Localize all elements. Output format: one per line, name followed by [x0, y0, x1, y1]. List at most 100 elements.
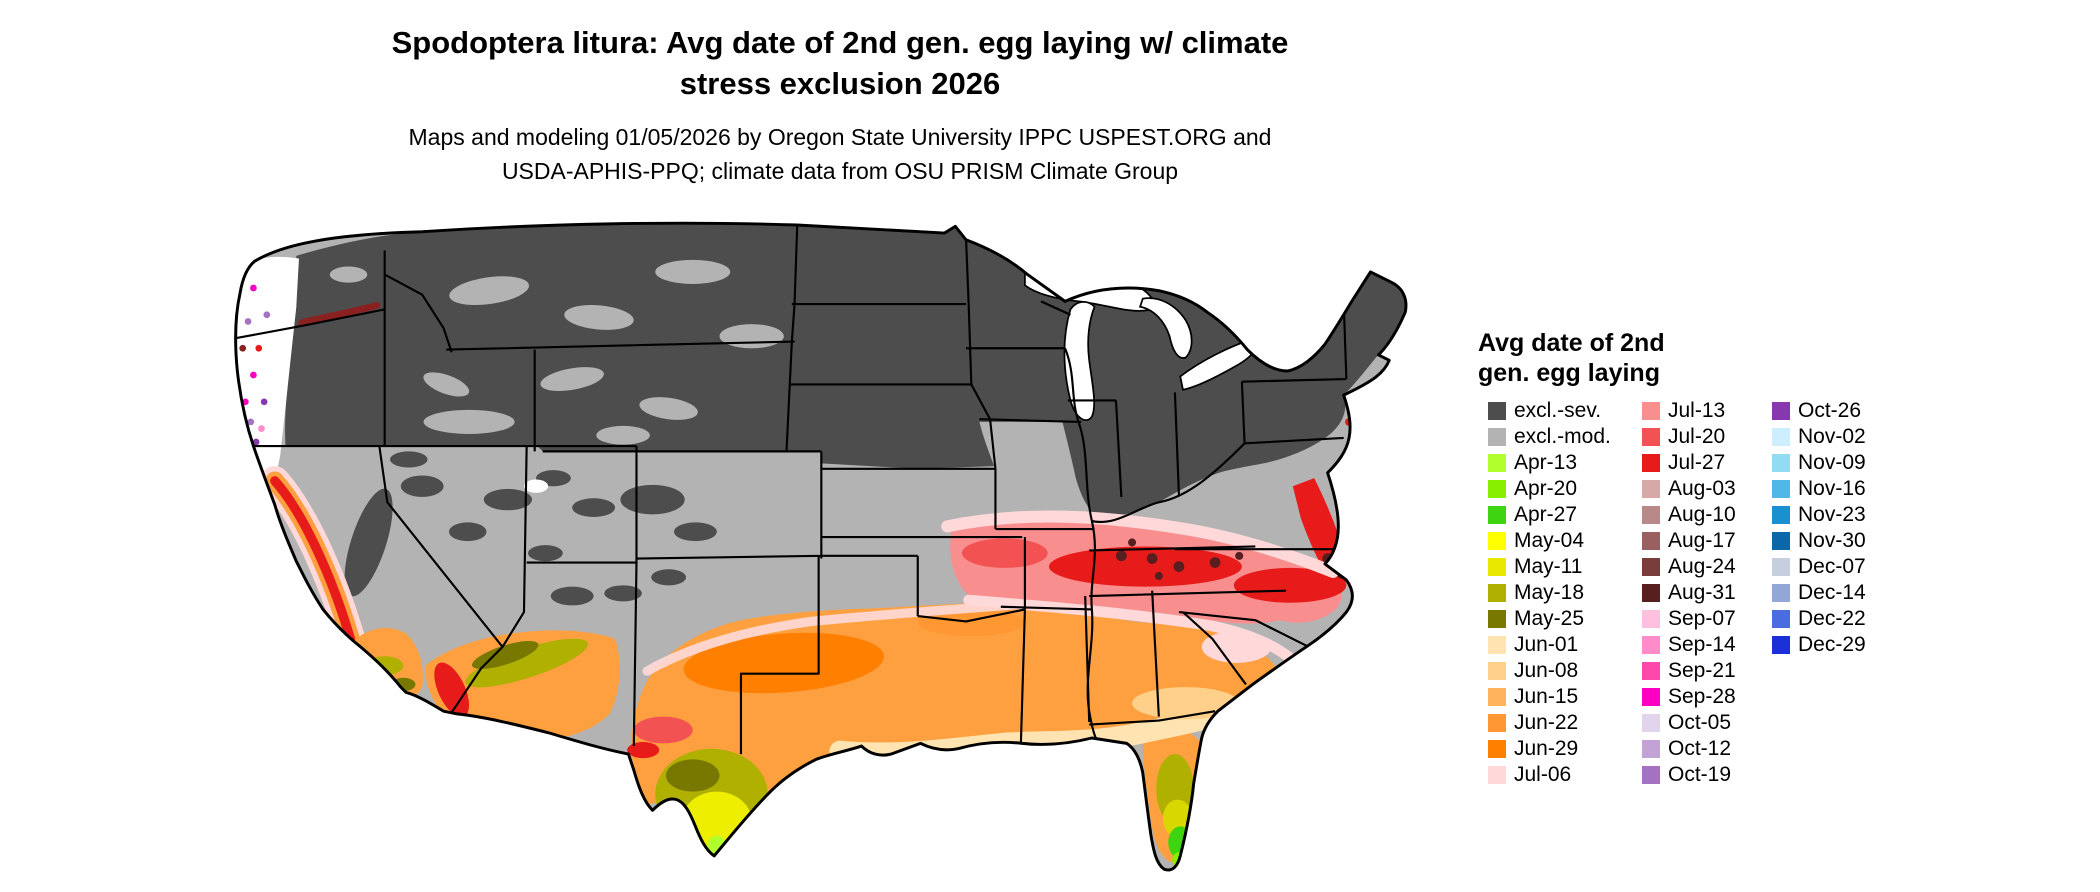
legend-swatch	[1642, 506, 1660, 524]
legend-swatch	[1488, 480, 1506, 498]
legend-label: Jul-27	[1668, 451, 1726, 474]
legend-swatch	[1642, 480, 1660, 498]
legend-entry: Jul-06	[1488, 762, 1642, 788]
legend-entry: Jul-20	[1642, 424, 1772, 450]
legend-swatch	[1488, 428, 1506, 446]
legend-entry: Jun-08	[1488, 658, 1642, 684]
legend-label: Sep-28	[1668, 685, 1736, 708]
legend-entry: May-11	[1488, 554, 1642, 580]
legend-entry: Aug-03	[1642, 476, 1772, 502]
legend-swatch	[1772, 636, 1790, 654]
legend-entry: Nov-16	[1772, 476, 1922, 502]
legend-swatch	[1642, 636, 1660, 654]
legend-label: Aug-10	[1668, 503, 1736, 526]
legend-swatch	[1642, 662, 1660, 680]
legend-entry: Aug-17	[1642, 528, 1772, 554]
legend-label: Aug-03	[1668, 477, 1736, 500]
legend-label: Sep-21	[1668, 659, 1736, 682]
legend-entry: Oct-19	[1642, 762, 1772, 788]
legend-swatch	[1488, 662, 1506, 680]
legend-entry: Dec-22	[1772, 606, 1922, 632]
legend-entry: excl.-sev.	[1488, 398, 1642, 424]
legend-column-2: Jul-13 Jul-20 Jul-27 Aug-03 Aug-10 Aug-17 Aug-…	[1642, 398, 1772, 788]
legend-swatch	[1488, 688, 1506, 706]
legend-label: Oct-26	[1798, 399, 1862, 422]
legend-swatch	[1488, 558, 1506, 576]
legend-swatch	[1642, 610, 1660, 628]
legend-entry: Dec-14	[1772, 580, 1922, 606]
legend-swatch	[1772, 402, 1790, 420]
legend-swatch	[1642, 402, 1660, 420]
legend-label: Jun-01	[1514, 633, 1579, 656]
legend-swatch	[1642, 714, 1660, 732]
legend-swatch	[1488, 766, 1506, 784]
legend-swatch	[1488, 610, 1506, 628]
legend-label: Apr-27	[1514, 503, 1578, 526]
legend-swatch	[1488, 714, 1506, 732]
legend-entry: Nov-02	[1772, 424, 1922, 450]
page-subtitle-line1: Maps and modeling 01/05/2026 by Oregon S…	[408, 124, 1272, 150]
legend-label: Nov-16	[1798, 477, 1866, 500]
page-title: Spodoptera litura: Avg date of 2nd gen. …	[340, 22, 1340, 104]
legend-entry: Oct-05	[1642, 710, 1772, 736]
legend-swatch	[1488, 636, 1506, 654]
legend-swatch	[1772, 428, 1790, 446]
legend-swatch	[1488, 532, 1506, 550]
legend-swatch	[1772, 584, 1790, 602]
map-fill-layer	[235, 223, 1406, 870]
page-title-line2: stress exclusion 2026	[679, 66, 1001, 101]
legend-swatch	[1488, 402, 1506, 420]
legend-title-line1: Avg date of 2nd	[1478, 329, 1665, 357]
legend-entry: Jun-22	[1488, 710, 1642, 736]
legend-swatch	[1642, 766, 1660, 784]
legend-title-line2: gen. egg laying	[1478, 359, 1660, 387]
legend-label: Dec-14	[1798, 581, 1866, 604]
page-subtitle-line2: USDA-APHIS-PPQ; climate data from OSU PR…	[501, 158, 1179, 184]
legend-label: Apr-13	[1514, 451, 1578, 474]
legend-label: Aug-31	[1668, 581, 1736, 604]
legend-label: Jun-29	[1514, 737, 1579, 760]
state-borders	[235, 226, 1354, 755]
legend-swatch	[1488, 740, 1506, 758]
legend-swatch	[1772, 558, 1790, 576]
legend-entry: Oct-26	[1772, 398, 1922, 424]
us-outline	[234, 221, 1408, 872]
legend-label: Oct-12	[1668, 737, 1732, 760]
legend-label: Jun-08	[1514, 659, 1579, 682]
legend-label: Apr-20	[1514, 477, 1578, 500]
legend-entry: Oct-12	[1642, 736, 1772, 762]
map-header: Spodoptera litura: Avg date of 2nd gen. …	[340, 22, 1340, 188]
legend-swatch	[1642, 454, 1660, 472]
legend-label: Nov-02	[1798, 425, 1866, 448]
legend-entry: May-25	[1488, 606, 1642, 632]
legend-label: excl.-sev.	[1514, 399, 1602, 422]
legend-entry: Dec-29	[1772, 632, 1922, 658]
legend-label: Sep-14	[1668, 633, 1736, 656]
legend-swatch	[1488, 454, 1506, 472]
legend-label: Oct-19	[1668, 763, 1732, 786]
legend-swatch	[1772, 480, 1790, 498]
legend-entry: Jul-13	[1642, 398, 1772, 424]
legend-swatch	[1642, 584, 1660, 602]
legend-entry: Sep-07	[1642, 606, 1772, 632]
page-subtitle: Maps and modeling 01/05/2026 by Oregon S…	[340, 120, 1340, 188]
legend-label: May-18	[1514, 581, 1585, 604]
legend-swatch	[1488, 506, 1506, 524]
legend-swatch	[1488, 584, 1506, 602]
us-map-svg	[234, 221, 1408, 872]
legend-entry: Jun-29	[1488, 736, 1642, 762]
legend-entry: Sep-28	[1642, 684, 1772, 710]
legend-entry: Nov-30	[1772, 528, 1922, 554]
legend-entry: Aug-24	[1642, 554, 1772, 580]
legend-entry: Jun-01	[1488, 632, 1642, 658]
legend-label: May-11	[1514, 555, 1583, 578]
legend-label: Nov-23	[1798, 503, 1866, 526]
legend-entry: Nov-23	[1772, 502, 1922, 528]
legend-label: Dec-29	[1798, 633, 1866, 656]
legend-label: Dec-07	[1798, 555, 1866, 578]
legend-swatch	[1642, 558, 1660, 576]
legend-entry: Apr-20	[1488, 476, 1642, 502]
legend-entry: Jun-15	[1488, 684, 1642, 710]
legend-entry: Sep-14	[1642, 632, 1772, 658]
legend-columns: excl.-sev. excl.-mod. Apr-13 Apr-20 Apr-27 Ma…	[1478, 398, 2088, 788]
